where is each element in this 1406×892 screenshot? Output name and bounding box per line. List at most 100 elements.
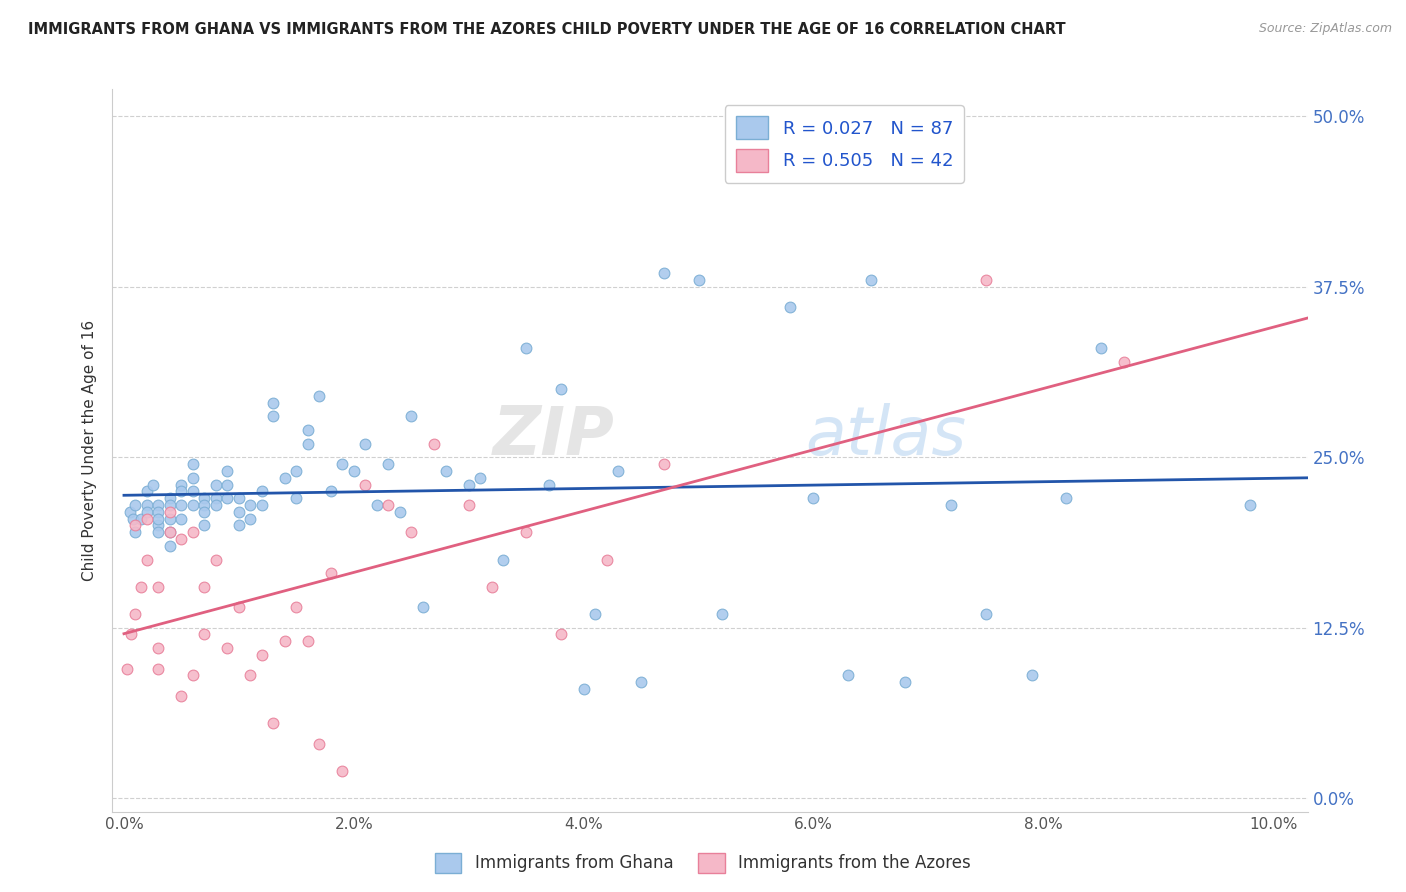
Point	[274, 634, 297, 648]
Point	[148, 580, 170, 594]
Point	[262, 409, 284, 424]
Point	[217, 491, 239, 505]
Point	[1112, 355, 1135, 369]
Point	[894, 675, 917, 690]
Point	[330, 764, 353, 778]
Point	[457, 498, 479, 512]
Point	[423, 436, 446, 450]
Point	[159, 525, 181, 540]
Point	[159, 525, 181, 540]
Point	[652, 266, 675, 280]
Point	[159, 539, 181, 553]
Point	[124, 607, 146, 621]
Point	[159, 505, 181, 519]
Point	[217, 641, 239, 656]
Legend: R = 0.027   N = 87, R = 0.505   N = 42: R = 0.027 N = 87, R = 0.505 N = 42	[725, 105, 965, 183]
Point	[401, 409, 423, 424]
Point	[159, 491, 181, 505]
Point	[457, 477, 479, 491]
Point	[377, 498, 399, 512]
Point	[550, 382, 572, 396]
Point	[205, 477, 228, 491]
Point	[228, 505, 250, 519]
Point	[354, 477, 377, 491]
Point	[136, 498, 159, 512]
Point	[118, 505, 141, 519]
Text: ZIP: ZIP	[492, 403, 614, 469]
Point	[170, 498, 193, 512]
Point	[228, 491, 250, 505]
Point	[297, 436, 319, 450]
Point	[343, 464, 366, 478]
Text: Source: ZipAtlas.com: Source: ZipAtlas.com	[1258, 22, 1392, 36]
Point	[193, 498, 215, 512]
Point	[124, 498, 146, 512]
Point	[515, 525, 537, 540]
Point	[941, 498, 963, 512]
Point	[285, 600, 308, 615]
Point	[239, 511, 262, 525]
Point	[377, 457, 399, 471]
Point	[330, 457, 353, 471]
Point	[595, 552, 617, 566]
Text: IMMIGRANTS FROM GHANA VS IMMIGRANTS FROM THE AZORES CHILD POVERTY UNDER THE AGE : IMMIGRANTS FROM GHANA VS IMMIGRANTS FROM…	[28, 22, 1066, 37]
Point	[803, 491, 825, 505]
Point	[688, 273, 710, 287]
Point	[308, 737, 330, 751]
Point	[285, 464, 308, 478]
Point	[262, 396, 284, 410]
Point	[974, 273, 997, 287]
Point	[205, 491, 228, 505]
Point	[129, 511, 152, 525]
Point	[159, 511, 181, 525]
Point	[181, 484, 204, 499]
Point	[308, 389, 330, 403]
Point	[205, 498, 228, 512]
Point	[1090, 341, 1112, 355]
Point	[1054, 491, 1077, 505]
Point	[193, 580, 215, 594]
Point	[297, 423, 319, 437]
Point	[148, 498, 170, 512]
Point	[274, 471, 297, 485]
Point	[181, 457, 204, 471]
Point	[136, 505, 159, 519]
Point	[193, 627, 215, 641]
Point	[550, 627, 572, 641]
Point	[148, 641, 170, 656]
Point	[136, 511, 159, 525]
Point	[205, 552, 228, 566]
Point	[159, 498, 181, 512]
Point	[388, 505, 411, 519]
Point	[470, 471, 492, 485]
Point	[136, 552, 159, 566]
Point	[837, 668, 859, 682]
Point	[193, 491, 215, 505]
Point	[148, 525, 170, 540]
Point	[124, 525, 146, 540]
Point	[710, 607, 733, 621]
Point	[193, 505, 215, 519]
Point	[1239, 498, 1261, 512]
Point	[181, 498, 204, 512]
Point	[481, 580, 503, 594]
Point	[250, 498, 273, 512]
Point	[572, 681, 595, 696]
Point	[250, 648, 273, 662]
Point	[859, 273, 882, 287]
Point	[515, 341, 537, 355]
Point	[193, 518, 215, 533]
Point	[170, 689, 193, 703]
Point	[652, 457, 675, 471]
Point	[538, 477, 561, 491]
Text: atlas: atlas	[806, 403, 967, 469]
Point	[262, 716, 284, 731]
Point	[217, 477, 239, 491]
Point	[120, 627, 142, 641]
Point	[170, 484, 193, 499]
Point	[366, 498, 388, 512]
Point	[170, 511, 193, 525]
Point	[181, 668, 204, 682]
Point	[297, 634, 319, 648]
Point	[136, 484, 159, 499]
